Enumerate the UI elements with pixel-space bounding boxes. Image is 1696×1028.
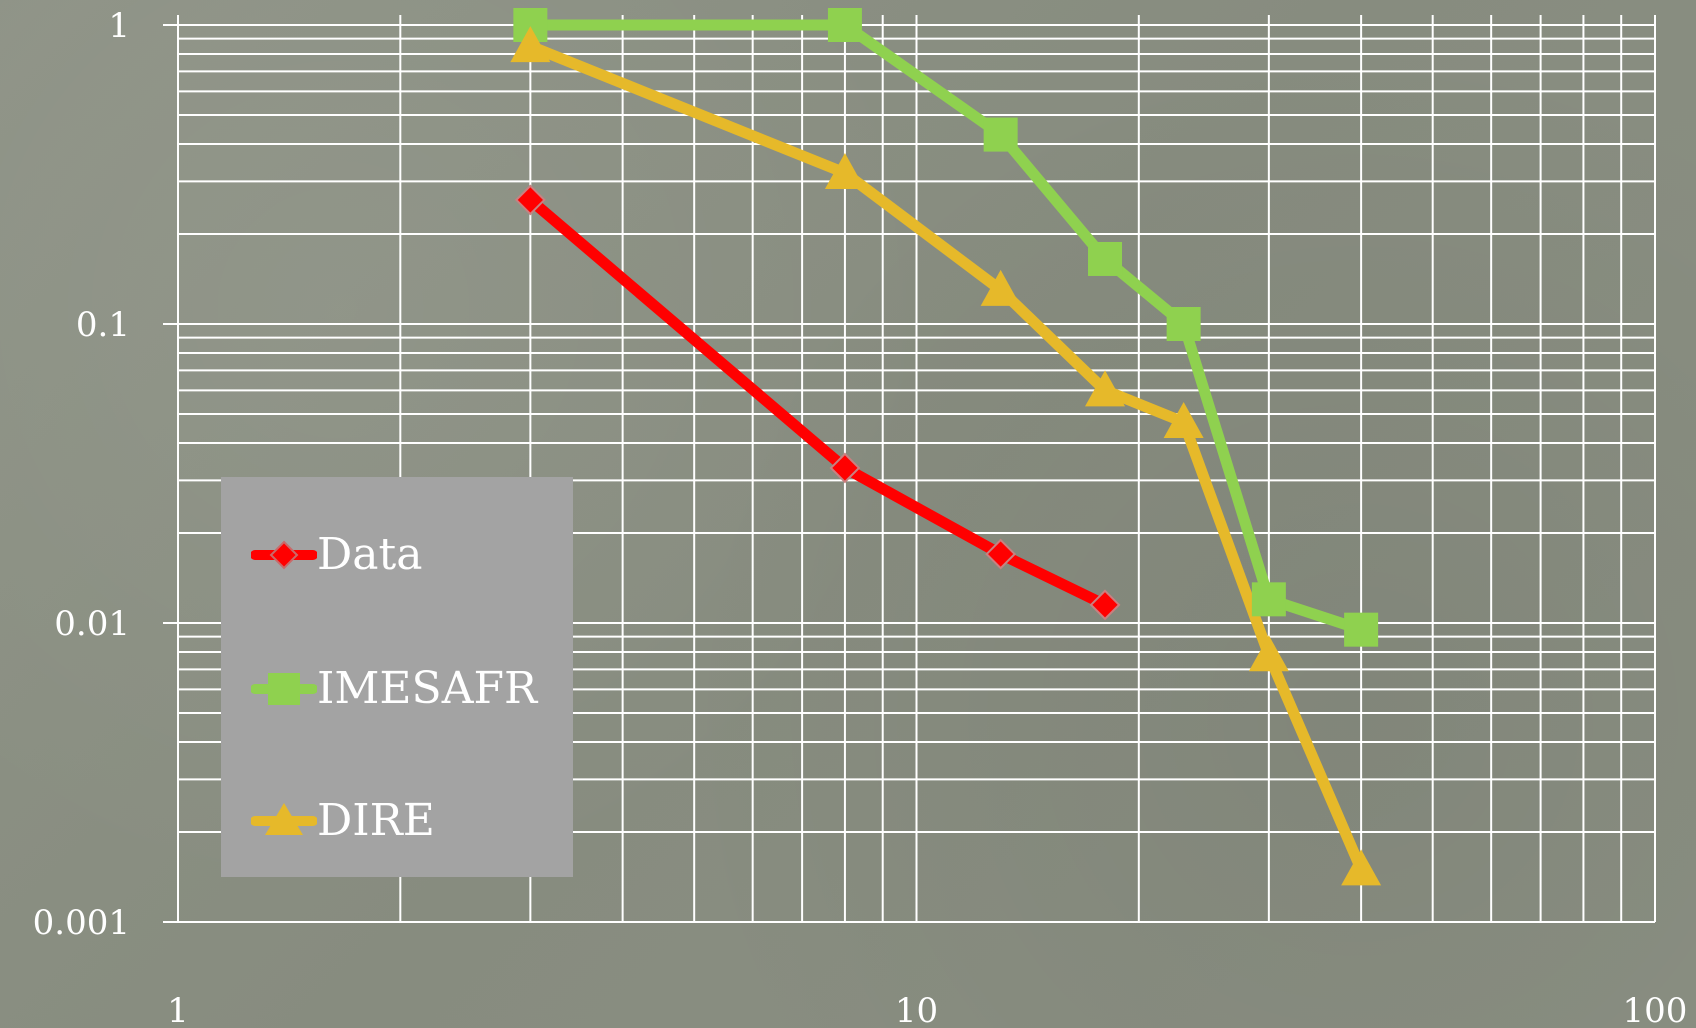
data-point-dire (1341, 849, 1382, 886)
data-point-dire (980, 269, 1021, 306)
vertical-gridlines (399, 15, 1656, 922)
data-point-data (514, 184, 546, 216)
data-point-dire (1248, 635, 1289, 672)
legend-label-dire: DIRE (317, 795, 435, 846)
legend-marker-data (251, 540, 317, 570)
data-point-dire (1163, 402, 1204, 439)
axis-tick-marks (163, 15, 1655, 923)
legend-marker-imesafr (251, 673, 317, 705)
y-tick-label: 0.1 (76, 305, 130, 345)
x-tick-label: 1 (167, 991, 189, 1028)
series-line-dire (524, 40, 1367, 875)
data-point-data (829, 452, 861, 484)
horizontal-gridlines (178, 24, 1655, 923)
data-point-dire (824, 152, 865, 189)
data-point-dire (510, 26, 551, 63)
x-tick-label: 100 (1623, 991, 1688, 1028)
data-point-imesafr (1166, 307, 1201, 341)
legend-label-imesafr: IMESAFR (317, 663, 538, 714)
y-tick-label: 1 (108, 6, 130, 46)
legend: Data IMESAFR DIRE (221, 477, 573, 877)
tick-labels: 1 0.1 0.01 0.001 1 10 100 (33, 6, 1688, 1028)
data-point-imesafr (1251, 582, 1286, 617)
data-point-data (1089, 589, 1121, 621)
legend-item-dire: DIRE (251, 791, 571, 851)
legend-item-imesafr: IMESAFR (251, 659, 571, 719)
data-point-imesafr (1344, 612, 1379, 647)
data-point-imesafr (983, 117, 1018, 152)
data-point-imesafr (827, 8, 862, 42)
data-point-imesafr (1088, 241, 1123, 276)
data-point-data (985, 538, 1017, 570)
legend-item-data: Data (251, 525, 571, 585)
series-line-data (524, 194, 1111, 611)
x-tick-label: 10 (895, 991, 938, 1028)
y-tick-label: 0.01 (54, 604, 130, 644)
data-point-dire (1085, 370, 1126, 407)
legend-label-data: Data (317, 529, 423, 580)
legend-marker-dire (251, 803, 317, 835)
y-tick-label: 0.001 (33, 903, 130, 943)
series-markers (510, 8, 1382, 886)
